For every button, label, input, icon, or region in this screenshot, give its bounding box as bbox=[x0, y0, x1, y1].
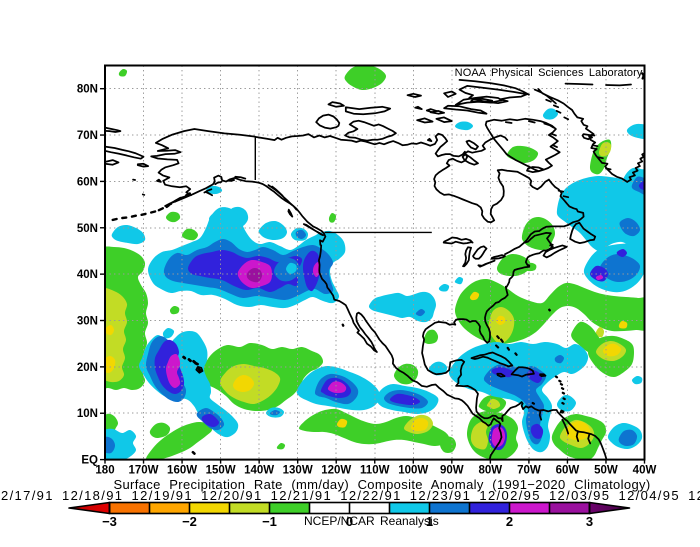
svg-text:110W: 110W bbox=[360, 465, 390, 477]
svg-text:70W: 70W bbox=[517, 465, 541, 477]
svg-text:−3: −3 bbox=[102, 514, 117, 529]
svg-text:1: 1 bbox=[426, 514, 433, 529]
svg-text:50W: 50W bbox=[594, 465, 618, 477]
svg-text:20N: 20N bbox=[77, 362, 98, 374]
svg-text:80W: 80W bbox=[479, 465, 503, 477]
svg-text:80N: 80N bbox=[77, 84, 98, 96]
svg-text:120W: 120W bbox=[321, 465, 351, 477]
svg-text:−1: −1 bbox=[262, 514, 277, 529]
svg-text:170W: 170W bbox=[129, 465, 159, 477]
svg-text:3: 3 bbox=[586, 514, 593, 529]
svg-text:−2: −2 bbox=[182, 514, 197, 529]
svg-text:100W: 100W bbox=[398, 465, 428, 477]
svg-text:Surface Precipitation Rate (mm: Surface Precipitation Rate (mm/day) Comp… bbox=[113, 477, 650, 492]
svg-text:40N: 40N bbox=[77, 269, 98, 281]
svg-text:NOAA Physical Sciences Laborat: NOAA Physical Sciences Laboratory bbox=[455, 67, 643, 79]
svg-text:180: 180 bbox=[95, 465, 114, 477]
svg-text:60N: 60N bbox=[77, 176, 98, 188]
svg-text:40W: 40W bbox=[633, 465, 657, 477]
svg-text:150W: 150W bbox=[206, 465, 236, 477]
svg-text:90W: 90W bbox=[440, 465, 464, 477]
svg-text:NCEP/NCAR Reanalysis: NCEP/NCAR Reanalysis bbox=[304, 514, 439, 528]
svg-text:EQ: EQ bbox=[81, 455, 98, 467]
svg-text:0: 0 bbox=[346, 514, 353, 529]
svg-text:2/17/91 12/18/91 12/19/91 12/2: 2/17/91 12/18/91 12/19/91 12/20/91 12/21… bbox=[1, 488, 700, 503]
svg-text:160W: 160W bbox=[167, 465, 197, 477]
svg-text:10N: 10N bbox=[77, 408, 98, 420]
svg-text:50N: 50N bbox=[77, 223, 98, 235]
svg-text:2: 2 bbox=[506, 514, 513, 529]
svg-text:130W: 130W bbox=[283, 465, 313, 477]
svg-text:30N: 30N bbox=[77, 316, 98, 328]
svg-text:60W: 60W bbox=[556, 465, 580, 477]
svg-text:140W: 140W bbox=[244, 465, 274, 477]
svg-text:70N: 70N bbox=[77, 130, 98, 142]
